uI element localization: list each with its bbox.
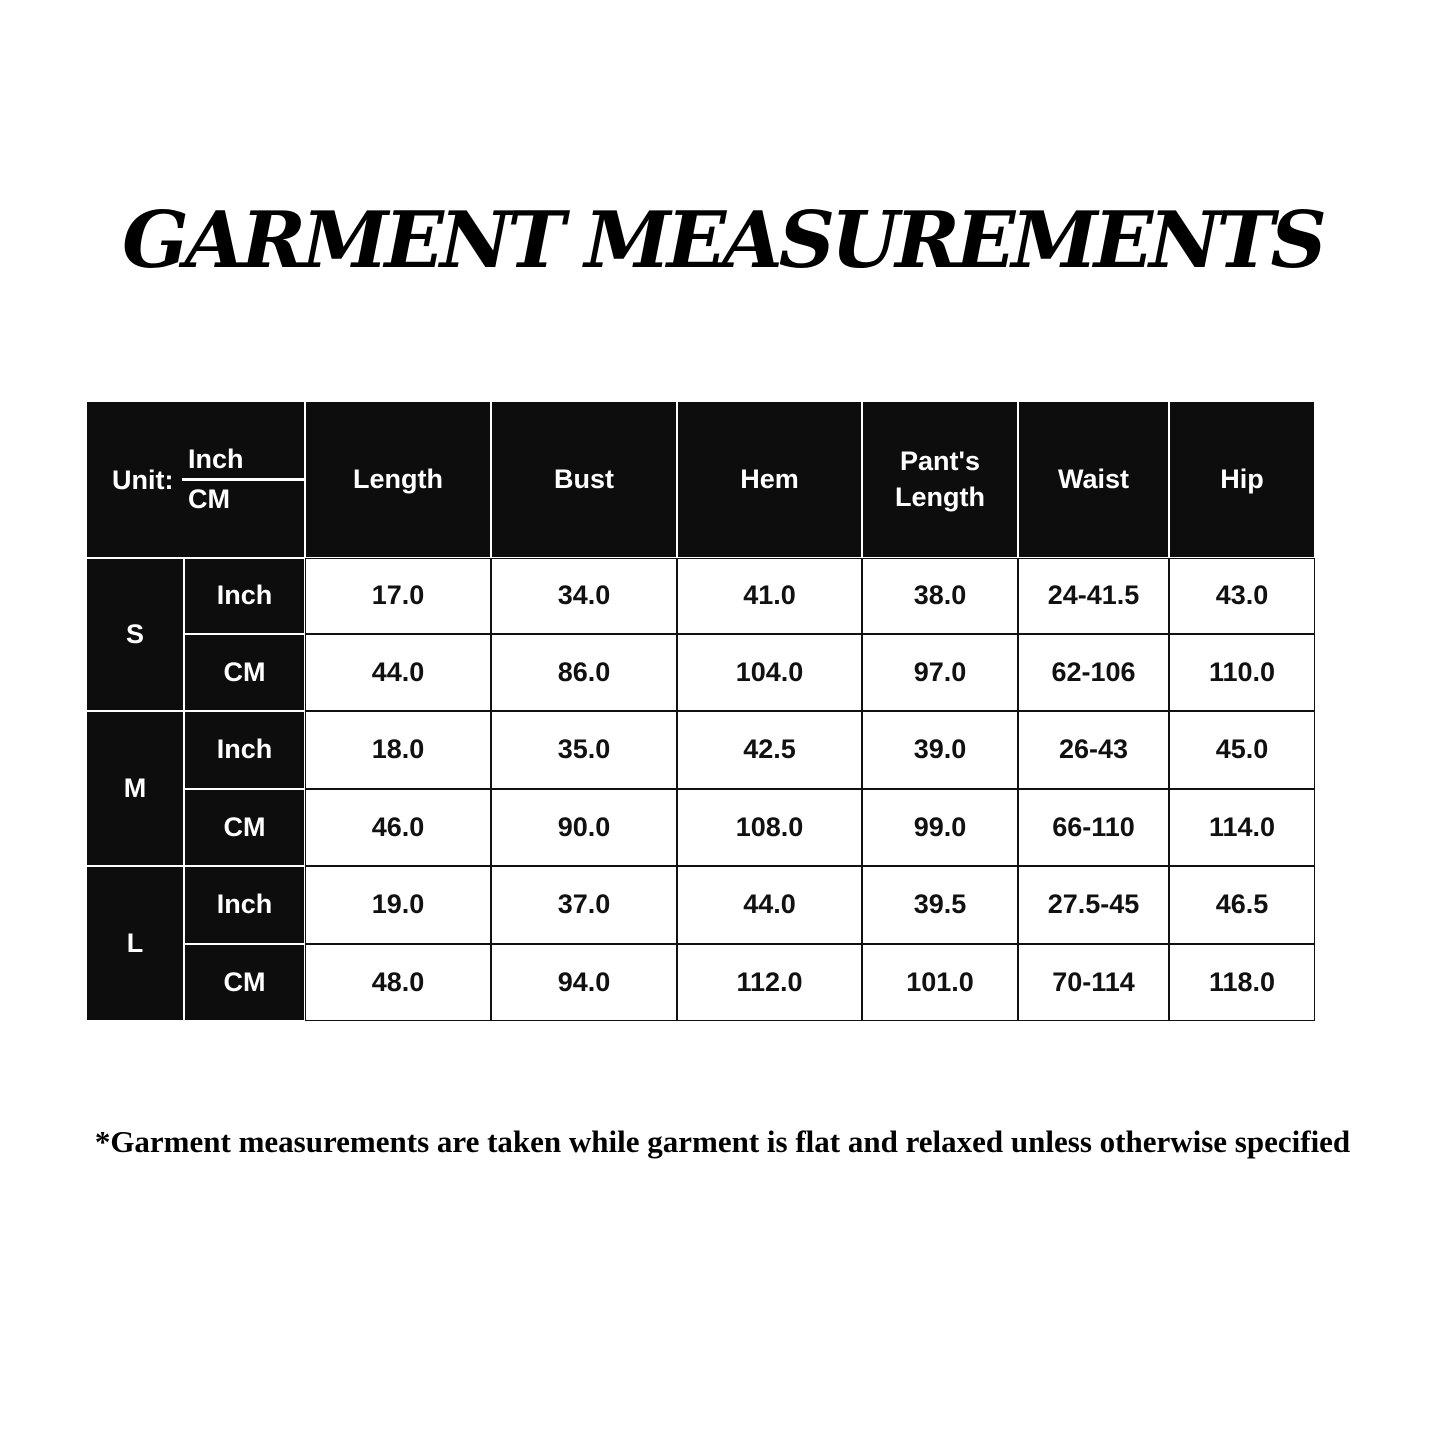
unit-row-label: Inch [184, 558, 305, 634]
table-cell: 19.0 [305, 866, 491, 944]
table-cell: 112.0 [677, 944, 862, 1021]
size-label: M [86, 711, 184, 866]
column-header: Bust [491, 401, 677, 558]
page-title: GARMENT MEASUREMENTS [122, 195, 1327, 286]
column-header: Pant's Length [862, 401, 1018, 558]
table-cell: 118.0 [1169, 944, 1315, 1021]
table-cell: 38.0 [862, 558, 1018, 634]
table-cell: 18.0 [305, 711, 491, 789]
footnote: *Garment measurements are taken while ga… [94, 1124, 1351, 1159]
table-cell: 46.5 [1169, 866, 1315, 944]
table-cell: 44.0 [677, 866, 862, 944]
column-header: Length [305, 401, 491, 558]
unit-cm-label: CM [188, 484, 230, 514]
column-header: Waist [1018, 401, 1169, 558]
table-cell: 37.0 [491, 866, 677, 944]
table-cell: 86.0 [491, 634, 677, 711]
table-cell: 42.5 [677, 711, 862, 789]
unit-inch-label: Inch [188, 444, 244, 474]
unit-row-label: Inch [184, 866, 305, 944]
table-cell: 110.0 [1169, 634, 1315, 711]
table-cell: 62-106 [1018, 634, 1169, 711]
size-label: S [86, 558, 184, 711]
table-cell: 34.0 [491, 558, 677, 634]
size-label: L [86, 866, 184, 1021]
table-cell: 99.0 [862, 789, 1018, 866]
table-cell: 101.0 [862, 944, 1018, 1021]
table-cell: 114.0 [1169, 789, 1315, 866]
unit-divider [182, 478, 304, 481]
table-cell: 44.0 [305, 634, 491, 711]
table-cell: 17.0 [305, 558, 491, 634]
table-cell: 41.0 [677, 558, 862, 634]
unit-row-label: CM [184, 944, 305, 1021]
table-cell: 104.0 [677, 634, 862, 711]
table-cell: 46.0 [305, 789, 491, 866]
unit-label: Unit: [112, 465, 174, 495]
unit-row-label: Inch [184, 711, 305, 789]
unit-row-label: CM [184, 789, 305, 866]
table-cell: 70-114 [1018, 944, 1169, 1021]
table-cell: 26-43 [1018, 711, 1169, 789]
table-cell: 39.0 [862, 711, 1018, 789]
table-cell: 27.5-45 [1018, 866, 1169, 944]
table-cell: 45.0 [1169, 711, 1315, 789]
unit-row-label: CM [184, 634, 305, 711]
table-cell: 24-41.5 [1018, 558, 1169, 634]
table-cell: 94.0 [491, 944, 677, 1021]
table-cell: 97.0 [862, 634, 1018, 711]
table-cell: 48.0 [305, 944, 491, 1021]
table-cell: 90.0 [491, 789, 677, 866]
table-cell: 66-110 [1018, 789, 1169, 866]
table-cell: 35.0 [491, 711, 677, 789]
column-header: Hem [677, 401, 862, 558]
table-cell: 108.0 [677, 789, 862, 866]
table-cell: 43.0 [1169, 558, 1315, 634]
column-header: Hip [1169, 401, 1315, 558]
table-cell: 39.5 [862, 866, 1018, 944]
